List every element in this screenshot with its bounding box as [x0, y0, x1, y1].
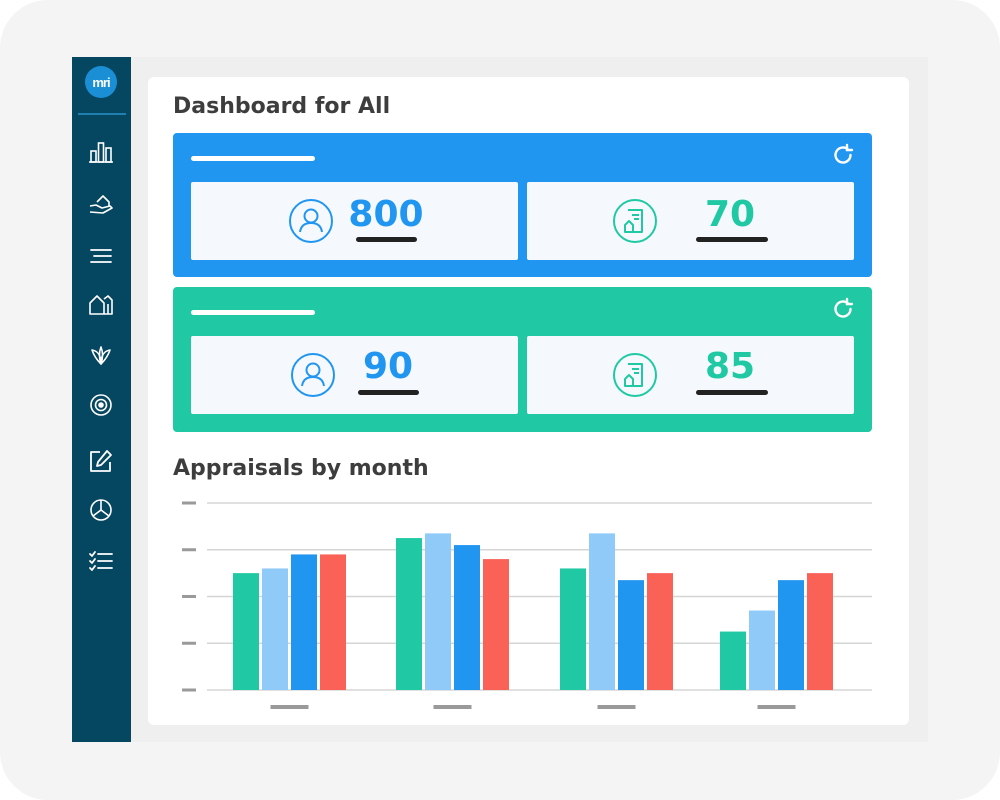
- menu-lines-icon[interactable]: [88, 243, 114, 269]
- sidebar: mri: [72, 57, 131, 742]
- logo-divider: [78, 113, 126, 115]
- logo-text: mri: [92, 74, 110, 90]
- page-title: Dashboard for All: [173, 94, 391, 119]
- bar[interactable]: [807, 573, 833, 690]
- stat-panel-1: 800 70: [173, 133, 872, 277]
- refresh-icon[interactable]: [831, 143, 855, 167]
- stat-value: 90: [362, 346, 414, 387]
- user-icon: [291, 353, 335, 397]
- bar-chart-icon[interactable]: [88, 139, 114, 165]
- stat-card-users[interactable]: 90: [191, 336, 518, 414]
- y-tick-label: [182, 641, 196, 645]
- bar[interactable]: [396, 538, 422, 690]
- bar[interactable]: [778, 580, 804, 690]
- refresh-icon[interactable]: [831, 297, 855, 321]
- leaf-icon[interactable]: [88, 342, 114, 368]
- panel-header-placeholder: [191, 156, 315, 161]
- bar[interactable]: [720, 631, 746, 690]
- bar[interactable]: [618, 580, 644, 690]
- bar[interactable]: [425, 533, 451, 690]
- stat-label-placeholder: [356, 237, 417, 242]
- document-house-icon: [613, 199, 657, 243]
- bar[interactable]: [233, 573, 259, 690]
- panel-header-placeholder: [191, 310, 315, 315]
- stat-label-placeholder: [358, 390, 419, 395]
- bar[interactable]: [647, 573, 673, 690]
- y-tick-label: [182, 688, 196, 692]
- bar[interactable]: [589, 533, 615, 690]
- chart-title: Appraisals by month: [173, 456, 429, 481]
- x-tick-label: [270, 705, 309, 709]
- y-tick-label: [182, 595, 196, 598]
- bar[interactable]: [454, 545, 480, 690]
- stat-label-placeholder: [696, 390, 768, 395]
- bar[interactable]: [483, 559, 509, 690]
- y-tick-label: [182, 501, 196, 505]
- pie-chart-icon[interactable]: [88, 497, 114, 523]
- edit-icon[interactable]: [88, 448, 114, 474]
- bar[interactable]: [320, 554, 346, 690]
- stat-value: 85: [704, 346, 756, 387]
- x-tick-label: [757, 705, 796, 709]
- stat-card-documents[interactable]: 85: [527, 336, 854, 414]
- bar[interactable]: [291, 554, 317, 690]
- logo[interactable]: mri: [85, 66, 117, 98]
- document-house-icon: [613, 353, 657, 397]
- stat-value: 70: [704, 194, 756, 235]
- checklist-icon[interactable]: [88, 548, 114, 574]
- bar[interactable]: [262, 568, 288, 690]
- stat-card-documents[interactable]: 70: [527, 182, 854, 260]
- user-icon: [289, 199, 333, 243]
- stat-value: 800: [348, 194, 424, 235]
- stat-label-placeholder: [696, 237, 768, 242]
- stat-card-users[interactable]: 800: [191, 182, 518, 260]
- target-icon[interactable]: [88, 392, 114, 418]
- hand-house-icon[interactable]: [88, 191, 114, 217]
- x-tick-label: [597, 705, 636, 709]
- bar[interactable]: [749, 610, 775, 690]
- x-tick-label: [433, 705, 472, 709]
- houses-icon[interactable]: [88, 291, 114, 317]
- bar[interactable]: [560, 568, 586, 690]
- y-tick-label: [182, 548, 196, 552]
- stat-panel-2: 90 85: [173, 287, 872, 432]
